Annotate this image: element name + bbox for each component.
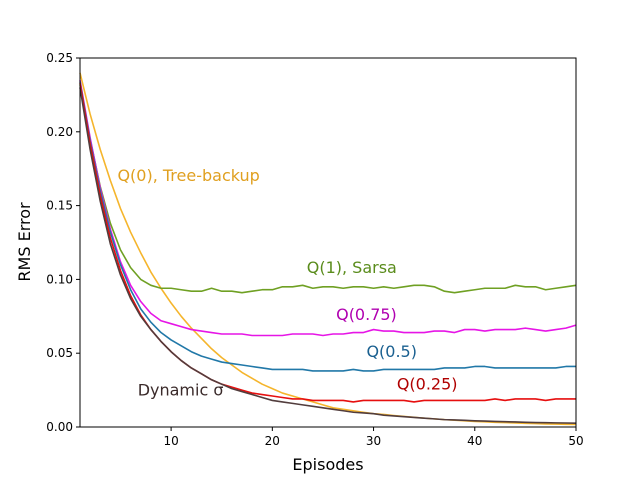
- series-label-q-0-5: Q(0.5): [366, 342, 417, 361]
- series-label-q-1-sarsa: Q(1), Sarsa: [307, 258, 397, 277]
- series-line-q-0-75: [79, 80, 577, 337]
- series-layer: [79, 72, 577, 426]
- x-tick-label: 10: [163, 434, 178, 448]
- y-axis-ticks: 0.00 0.05 0.10 0.15 0.20 0.25: [46, 51, 80, 434]
- series-label-q-0-75: Q(0.75): [336, 305, 397, 324]
- y-tick-label: 0.05: [46, 346, 73, 360]
- y-tick-label: 0.20: [46, 125, 73, 139]
- x-tick-label: 40: [467, 434, 482, 448]
- x-axis-ticks: 10 20 30 40 50: [163, 427, 584, 448]
- series-label-dynamic-sigma: Dynamic σ: [138, 380, 224, 399]
- x-axis-title: Episodes: [292, 455, 363, 474]
- y-tick-label: 0.00: [46, 420, 73, 434]
- series-line-q-1-sarsa: [79, 84, 577, 294]
- plot-area-frame: [79, 57, 577, 428]
- y-tick-label: 0.15: [46, 199, 73, 213]
- series-line-q-0-5: [79, 81, 576, 372]
- y-tick-label: 0.25: [46, 51, 73, 65]
- series-line-q-0-tree-backup: [79, 72, 577, 426]
- series-labels: Q(0), Tree-backup Q(1), Sarsa Q(0.75) Q(0.5…: [117, 166, 457, 399]
- series-label-q-0-25: Q(0.25): [397, 374, 458, 393]
- x-tick-label: 30: [366, 434, 381, 448]
- y-axis-title: RMS Error: [15, 202, 34, 282]
- x-tick-label: 50: [568, 434, 583, 448]
- series-line-dynamic-sigma: [79, 87, 577, 424]
- y-tick-label: 0.10: [46, 272, 73, 286]
- x-tick-label: 20: [265, 434, 280, 448]
- series-label-q-0-tree-backup: Q(0), Tree-backup: [117, 166, 259, 185]
